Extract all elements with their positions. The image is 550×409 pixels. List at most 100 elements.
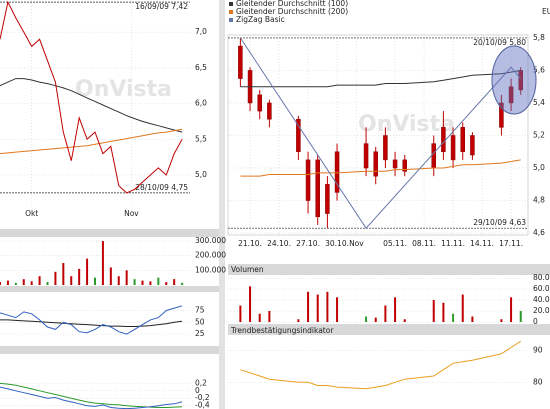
series-line bbox=[0, 386, 183, 409]
bar bbox=[461, 294, 464, 322]
bar bbox=[316, 294, 319, 322]
candle-body bbox=[431, 143, 436, 169]
bar bbox=[452, 313, 455, 322]
panel-separator bbox=[219, 0, 225, 409]
bar bbox=[384, 305, 387, 322]
y-tick-label: 90 bbox=[533, 346, 543, 355]
candle-body bbox=[460, 127, 465, 152]
candle-body bbox=[402, 159, 407, 172]
y-tick-label: 200.000 bbox=[195, 251, 226, 260]
bar bbox=[165, 282, 168, 285]
y-tick-label: 5,4 bbox=[533, 98, 545, 107]
candle-body bbox=[296, 118, 301, 152]
x-tick-label: 21.10. bbox=[238, 239, 262, 248]
y-tick-label: 75 bbox=[195, 305, 205, 314]
x-tick-label: 05.11. bbox=[383, 239, 407, 248]
candle-body bbox=[325, 184, 330, 214]
bar bbox=[117, 276, 120, 285]
candle-body bbox=[363, 143, 369, 169]
bar bbox=[133, 279, 136, 285]
candle-body bbox=[315, 159, 320, 218]
series-line bbox=[240, 340, 521, 390]
candle-body bbox=[518, 70, 523, 91]
bar bbox=[141, 280, 144, 285]
series-line bbox=[240, 69, 521, 88]
bar bbox=[181, 282, 184, 285]
legend-entry: ZigZag Basic bbox=[236, 15, 285, 24]
bar bbox=[22, 279, 25, 285]
y-tick-label: 7,0 bbox=[195, 27, 207, 36]
bar bbox=[54, 271, 57, 285]
panel-header bbox=[228, 324, 550, 335]
bar bbox=[101, 241, 104, 285]
bar bbox=[149, 281, 152, 285]
y-tick-label: -0,2 bbox=[195, 393, 210, 402]
panel-header bbox=[0, 229, 219, 237]
bar bbox=[326, 291, 329, 322]
bar bbox=[30, 281, 33, 285]
annotation: 20/10/09 5,80 bbox=[473, 38, 526, 47]
series-line bbox=[239, 37, 522, 230]
series-line bbox=[0, 382, 183, 408]
y-tick-label: 25 bbox=[195, 329, 205, 338]
candle-body bbox=[267, 102, 272, 120]
bar bbox=[403, 319, 406, 322]
annotation: 16/09/09 7,42 bbox=[135, 2, 188, 11]
bar bbox=[173, 279, 176, 285]
bar bbox=[374, 317, 377, 322]
bar bbox=[500, 319, 503, 322]
legend-swatch bbox=[229, 10, 233, 14]
x-tick-label: Okt bbox=[25, 209, 38, 218]
y-axis-label: EU bbox=[542, 7, 550, 16]
candle-body bbox=[392, 159, 398, 169]
x-tick-label: 08.11. bbox=[412, 239, 436, 248]
candle-body bbox=[450, 135, 456, 161]
annotation: 29/10/09 4,63 bbox=[473, 218, 526, 227]
y-tick-label: 0,2 bbox=[195, 378, 207, 387]
bar bbox=[471, 316, 474, 322]
series-line bbox=[0, 305, 183, 335]
x-tick-label: Nov bbox=[349, 239, 364, 248]
candle-body bbox=[257, 94, 262, 112]
y-tick-label: 80.000 bbox=[533, 273, 550, 282]
x-tick-label: 24.10. bbox=[267, 239, 291, 248]
series-line bbox=[0, 128, 183, 155]
panel-header bbox=[0, 286, 219, 292]
bar bbox=[258, 313, 261, 322]
bar bbox=[249, 286, 252, 322]
x-tick-label: 27.10. bbox=[296, 239, 320, 248]
y-tick-label: 5,0 bbox=[533, 163, 545, 172]
y-tick-label: 40.000 bbox=[533, 295, 550, 304]
y-tick-label: 5,5 bbox=[195, 134, 207, 143]
legend-entry: Gleitender Durchschnitt (100) bbox=[236, 0, 348, 8]
highlight-circle bbox=[491, 45, 537, 115]
bar bbox=[297, 319, 300, 322]
candle-body bbox=[238, 45, 243, 79]
bar bbox=[432, 300, 435, 322]
candle-body bbox=[383, 135, 388, 161]
y-tick-label: 4,6 bbox=[533, 228, 545, 237]
bar bbox=[307, 291, 310, 322]
series-line bbox=[240, 159, 521, 177]
bar bbox=[46, 282, 49, 285]
x-tick-label: Nov bbox=[124, 209, 139, 218]
y-tick-label: 0 bbox=[533, 317, 538, 326]
y-tick-label: 5,8 bbox=[533, 33, 545, 42]
panel-title: Volumen bbox=[231, 265, 264, 274]
candle-body bbox=[441, 127, 446, 152]
series-line bbox=[0, 319, 183, 327]
legend-swatch bbox=[229, 18, 233, 22]
y-tick-label: 5,6 bbox=[533, 65, 545, 74]
panel-header bbox=[228, 264, 550, 275]
y-tick-label: 100.000 bbox=[195, 265, 226, 274]
bar bbox=[519, 311, 522, 322]
series-line bbox=[0, 0, 183, 194]
legend-entry: Gleitender Durchschnitt (200) bbox=[236, 7, 348, 16]
candle-body bbox=[305, 159, 311, 201]
y-tick-label: 300.000 bbox=[195, 236, 226, 245]
bar bbox=[14, 282, 17, 285]
y-tick-label: -0,4 bbox=[195, 401, 210, 409]
bar bbox=[78, 268, 81, 285]
